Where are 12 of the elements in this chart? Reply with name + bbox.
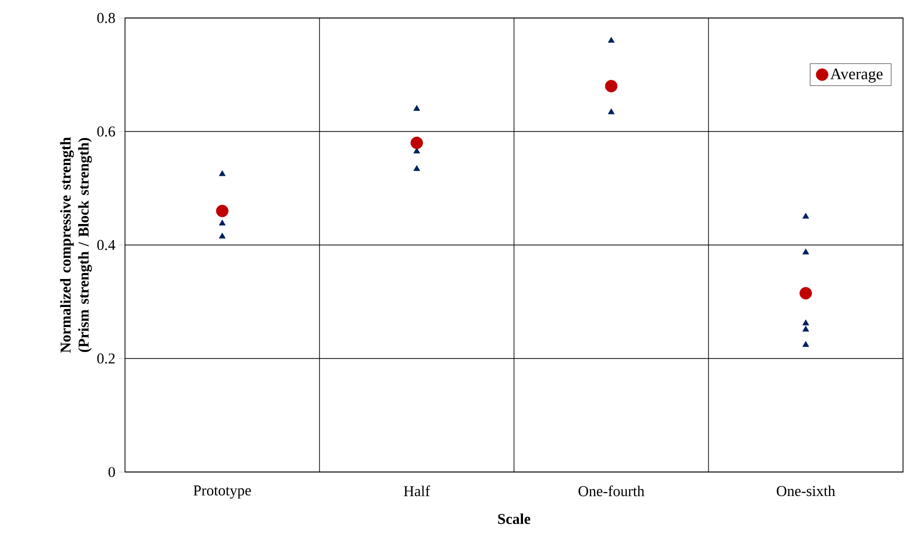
- y-tick-label: 0.2: [97, 353, 115, 364]
- legend-label: Average: [830, 68, 883, 83]
- y-tick-label: 0: [108, 466, 115, 478]
- y-tick-label: 0.4: [97, 240, 116, 250]
- y-tick-label: 0.6: [97, 126, 116, 137]
- x-tick-label: Half: [404, 486, 430, 496]
- x-tick-label: Prototype: [194, 486, 251, 499]
- x-tick-label: One-sixth: [776, 486, 836, 496]
- y-axis-title: Normalized compressive strength (Prism strength / Block strength): [60, 137, 92, 353]
- y-tick-label: 0.8: [97, 12, 115, 24]
- x-tick-label: One-fourth: [578, 486, 644, 496]
- x-axis-title: Scale: [498, 513, 530, 524]
